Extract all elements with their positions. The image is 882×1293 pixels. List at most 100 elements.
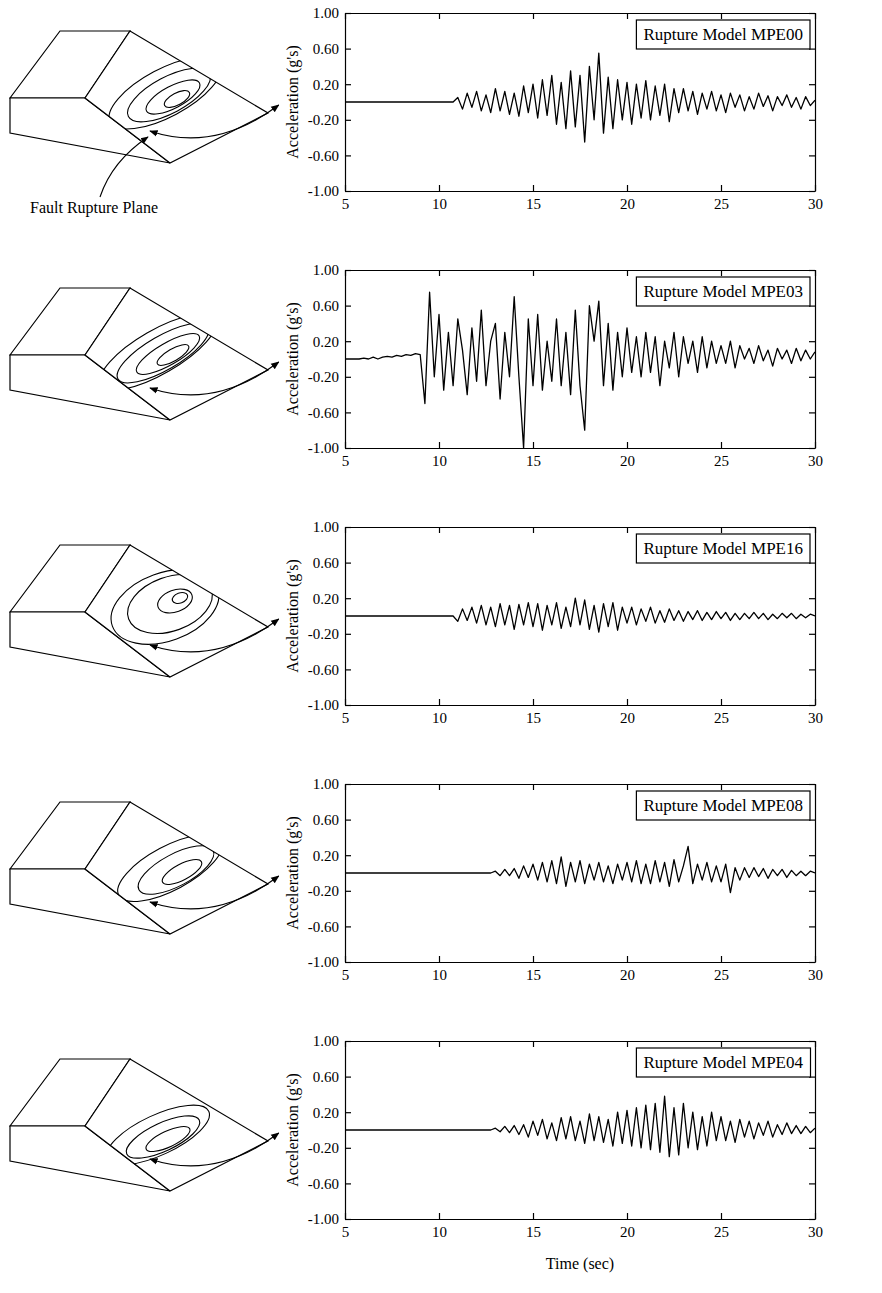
tick-mark bbox=[439, 442, 440, 448]
tick-label: 1.00 bbox=[313, 5, 339, 21]
tick bbox=[439, 13, 440, 19]
tick bbox=[627, 784, 628, 790]
tick-mark bbox=[721, 270, 722, 276]
tick-mark bbox=[809, 855, 815, 856]
tick-label: -0.60 bbox=[308, 662, 339, 678]
tick-label: 20 bbox=[620, 710, 635, 726]
tick-label: -0.60 bbox=[308, 919, 339, 935]
tick: 5 bbox=[342, 699, 350, 726]
tick bbox=[809, 1183, 815, 1184]
contour bbox=[162, 87, 192, 111]
title-frame bbox=[636, 1048, 810, 1077]
tick-mark bbox=[815, 1213, 816, 1219]
panel-title: Rupture Model MPE04 bbox=[643, 1053, 803, 1072]
tick-mark bbox=[345, 155, 351, 156]
tick-label: 5 bbox=[342, 196, 350, 212]
tick-mark bbox=[627, 956, 628, 962]
tick-mark bbox=[533, 956, 534, 962]
tick-label: 25 bbox=[714, 453, 729, 469]
tick-mark bbox=[533, 527, 534, 533]
tick: 10 bbox=[432, 956, 447, 983]
tick bbox=[533, 270, 534, 276]
tick-mark bbox=[345, 634, 351, 635]
contours bbox=[99, 1093, 217, 1177]
panel: -1.00-0.60-0.200.200.601.0051015202530Ac… bbox=[10, 519, 823, 725]
title-box: Rupture Model MPE00 bbox=[636, 20, 810, 49]
tick bbox=[815, 1041, 816, 1047]
annotation-arrow bbox=[100, 137, 148, 197]
tick: 0.60 bbox=[313, 1069, 351, 1085]
tick bbox=[809, 1148, 815, 1149]
tick-mark bbox=[345, 669, 351, 670]
axis-line bbox=[345, 1042, 346, 1220]
tick-mark bbox=[627, 1213, 628, 1219]
tick bbox=[809, 891, 815, 892]
tick bbox=[721, 270, 722, 276]
tick-mark bbox=[533, 1041, 534, 1047]
figure: Fault Rupture Plane -1.00-0.60-0.200.200.… bbox=[0, 0, 882, 1293]
tick-mark bbox=[345, 1148, 351, 1149]
tick-mark bbox=[627, 1041, 628, 1047]
tick-label: 30 bbox=[808, 710, 823, 726]
tick: 5 bbox=[342, 1213, 350, 1240]
axis-line bbox=[345, 528, 346, 706]
tick-mark bbox=[345, 120, 351, 121]
tick bbox=[439, 784, 440, 790]
tick bbox=[345, 527, 346, 533]
y-axis-title: Acceleration (g's) bbox=[284, 45, 302, 159]
tick: 1.00 bbox=[313, 5, 351, 21]
tick-label: 30 bbox=[808, 453, 823, 469]
contours bbox=[99, 43, 231, 144]
tick bbox=[345, 1041, 346, 1047]
tick: 15 bbox=[526, 956, 541, 983]
tick-label: 25 bbox=[714, 967, 729, 983]
title-frame bbox=[636, 791, 810, 820]
tick-mark bbox=[809, 412, 815, 413]
tick-mark bbox=[345, 819, 351, 820]
panel-title: Rupture Model MPE03 bbox=[643, 282, 803, 301]
axis: -1.00-0.60-0.200.200.601.00 bbox=[308, 5, 351, 199]
title-frame bbox=[636, 20, 810, 49]
tick: 0.20 bbox=[313, 77, 351, 93]
tick-mark bbox=[627, 699, 628, 705]
tick: -0.20 bbox=[308, 626, 351, 642]
tick bbox=[815, 270, 816, 276]
tick-label: 20 bbox=[620, 453, 635, 469]
axis-line bbox=[346, 270, 816, 271]
tick-label: 5 bbox=[342, 1224, 350, 1240]
tick-label: 10 bbox=[432, 710, 447, 726]
tick-label: 10 bbox=[432, 1224, 447, 1240]
tick-label: 1.00 bbox=[313, 262, 339, 278]
tick-label: -0.20 bbox=[308, 626, 339, 642]
tick-mark bbox=[345, 341, 351, 342]
tick-mark bbox=[345, 956, 346, 962]
axis: -1.00-0.60-0.200.200.601.00 bbox=[308, 776, 351, 970]
tick-mark bbox=[809, 84, 815, 85]
tick: 20 bbox=[620, 1213, 635, 1240]
tick: -0.20 bbox=[308, 112, 351, 128]
tick bbox=[345, 270, 346, 276]
tick-mark bbox=[815, 270, 816, 276]
tick-label: 15 bbox=[526, 710, 541, 726]
axis-line bbox=[346, 784, 816, 785]
tick-label: 0.60 bbox=[313, 41, 339, 57]
tick: 5 bbox=[342, 442, 350, 469]
tick-label: 20 bbox=[620, 967, 635, 983]
tick bbox=[815, 784, 816, 790]
tick-mark bbox=[439, 1213, 440, 1219]
contour bbox=[131, 326, 204, 381]
axis bbox=[346, 13, 816, 19]
tick-mark bbox=[345, 306, 351, 307]
annotation: Fault Rupture Plane bbox=[30, 199, 158, 217]
contour bbox=[131, 836, 220, 904]
title-box: Rupture Model MPE08 bbox=[636, 791, 810, 820]
tick-label: 0.60 bbox=[313, 812, 339, 828]
tick-mark bbox=[627, 527, 628, 533]
tick-label: 0.20 bbox=[313, 591, 339, 607]
contour bbox=[119, 564, 220, 645]
tick: 0.60 bbox=[313, 298, 351, 314]
tick-mark bbox=[809, 377, 815, 378]
link-arrow bbox=[150, 1133, 279, 1166]
axis bbox=[346, 784, 816, 790]
tick-mark bbox=[721, 699, 722, 705]
